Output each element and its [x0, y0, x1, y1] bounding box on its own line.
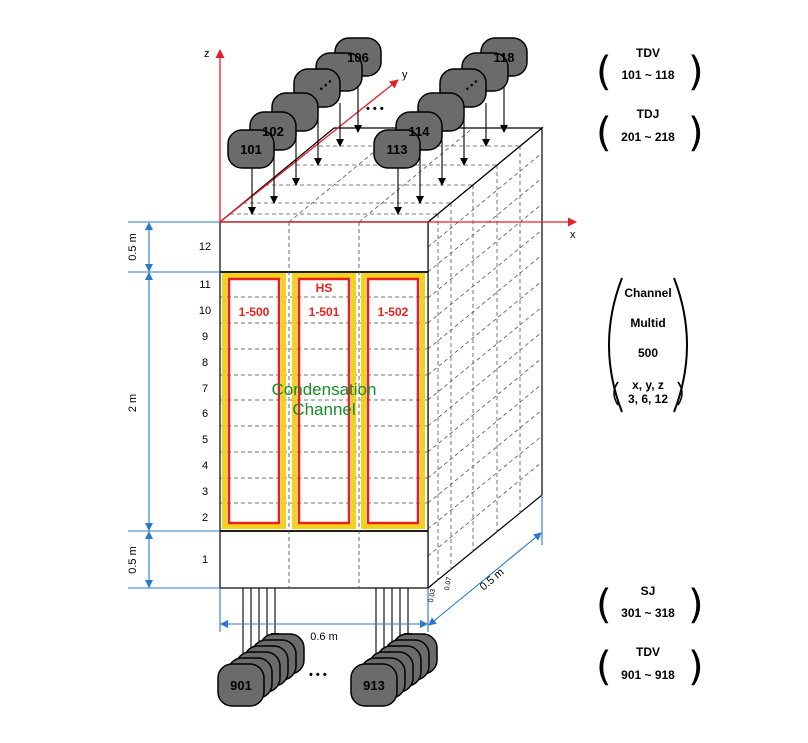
- legend-channel-line4: x, y, z: [632, 378, 664, 392]
- inlet-node-stack-left: 106 102 101 • • •: [227, 37, 382, 169]
- legend-tdv-bottom-range: 901 ~ 918: [621, 668, 675, 682]
- heat-structure-label: HS: [316, 281, 333, 295]
- dim-top-height: 0.5 m: [127, 233, 139, 261]
- level-label: 3: [202, 486, 208, 498]
- level-label: 5: [202, 434, 208, 446]
- legend-tdv-bottom-title: TDV: [636, 645, 660, 659]
- svg-text:): ): [688, 49, 704, 95]
- heat-structure-1: [222, 273, 286, 529]
- svg-text:): ): [688, 110, 704, 156]
- legend-tdv-range: 101 ~ 118: [621, 68, 674, 82]
- channel-id-1-500: 1-500: [239, 305, 270, 319]
- legend-tdj: ( ) TDJ 201 ~ 218: [596, 107, 704, 156]
- axis-label-z: z: [204, 48, 210, 60]
- outlet-node-stack-left: 901: [217, 633, 305, 707]
- legend-tdv-outlet: ( ) TDV 901 ~ 918: [596, 644, 704, 690]
- inlet-arrows: [248, 82, 508, 215]
- level-label: 10: [199, 305, 211, 317]
- inlet-node-label: 113: [387, 142, 408, 157]
- svg-text:(: (: [596, 110, 612, 156]
- inlet-node-label: 106: [347, 50, 369, 65]
- legend-channel-line5: 3, 6, 12: [628, 392, 668, 406]
- inlet-node-101: [227, 129, 275, 169]
- dim-depth: 0.5 m: [478, 566, 507, 593]
- legend-channel-line3: 500: [638, 346, 658, 360]
- svg-text:(: (: [596, 49, 612, 95]
- dim-offset-b: 0.07: [444, 576, 453, 591]
- axes: z x y: [204, 48, 577, 241]
- dim-bottom-height: 0.5 m: [127, 546, 139, 574]
- inlet-node-label: 118: [494, 50, 515, 65]
- outlet-node-913: [350, 663, 398, 707]
- inlet-node-label: 102: [262, 124, 284, 139]
- outlet-stack-gap-ellipsis: • • •: [309, 669, 327, 681]
- svg-text:): ): [688, 644, 704, 690]
- box-right-face: [427, 126, 543, 590]
- inlet-node-113: [373, 129, 421, 169]
- dim-width: 0.6 m: [310, 631, 338, 643]
- legend-tdj-title: TDJ: [637, 107, 660, 121]
- channel-id-1-502: 1-502: [378, 305, 409, 319]
- legend-channel-line2: Multid: [630, 316, 665, 330]
- inlet-node-stack-right: 118 114 113 • • •: [373, 37, 528, 169]
- outlet-node-label: 913: [363, 678, 385, 693]
- level-label: 11: [199, 279, 210, 291]
- level-label: 8: [202, 357, 208, 369]
- heat-structure-2: [292, 273, 356, 529]
- dim-mid-height: 2 m: [127, 394, 139, 412]
- legend-channel: Channel Multid 500 x, y, z 3, 6, 12: [608, 277, 688, 413]
- legend-tdv-inlet: ( ) TDV 101 ~ 118: [596, 46, 704, 95]
- level-label: 1: [202, 554, 208, 566]
- legend: ( ) TDV 101 ~ 118 ( ) TDJ 201 ~ 218 Chan…: [596, 46, 704, 690]
- legend-tdj-range: 201 ~ 218: [621, 130, 675, 144]
- heat-structures: HS 1-500 1-501 1-502: [222, 273, 425, 529]
- dimension-lines: [128, 221, 543, 632]
- dim-offset-a: 0.03: [428, 588, 437, 603]
- level-label: 12: [199, 241, 211, 253]
- level-label: 4: [202, 460, 208, 472]
- inlet-node-label: 114: [409, 124, 431, 139]
- outlet-node-stack-right: 913: [350, 633, 438, 707]
- channel-id-1-501: 1-501: [309, 305, 340, 319]
- outlet-node-901: [217, 663, 265, 707]
- condensation-channel-label: Condensation Channel: [272, 380, 377, 419]
- legend-tdv-title: TDV: [636, 46, 660, 60]
- legend-sj-range: 301 ~ 318: [621, 606, 675, 620]
- level-label: 9: [202, 331, 208, 343]
- level-label: 2: [202, 512, 208, 524]
- legend-sj-title: SJ: [641, 584, 656, 598]
- channel-label-line-1: Condensation: [272, 380, 377, 399]
- svg-text:(: (: [596, 644, 612, 690]
- outlet-node-label: 901: [230, 678, 252, 693]
- level-label: 7: [202, 383, 208, 395]
- channel-label-line-2: Channel: [292, 400, 355, 419]
- level-label: 6: [202, 408, 208, 420]
- axis-label-y: y: [402, 69, 408, 81]
- svg-text:(: (: [596, 582, 612, 628]
- legend-sj: ( ) SJ 301 ~ 318: [596, 582, 704, 628]
- inlet-node-label: 101: [240, 142, 262, 157]
- level-numbers: 12 11 10 9 8 7 6 5 4 3 2 1: [199, 241, 211, 566]
- legend-channel-line1: Channel: [624, 286, 671, 300]
- svg-text:): ): [688, 582, 704, 628]
- inlet-stack-gap-ellipsis: • • •: [366, 103, 384, 115]
- axis-label-x: x: [570, 229, 576, 241]
- heat-structure-3: [361, 273, 425, 529]
